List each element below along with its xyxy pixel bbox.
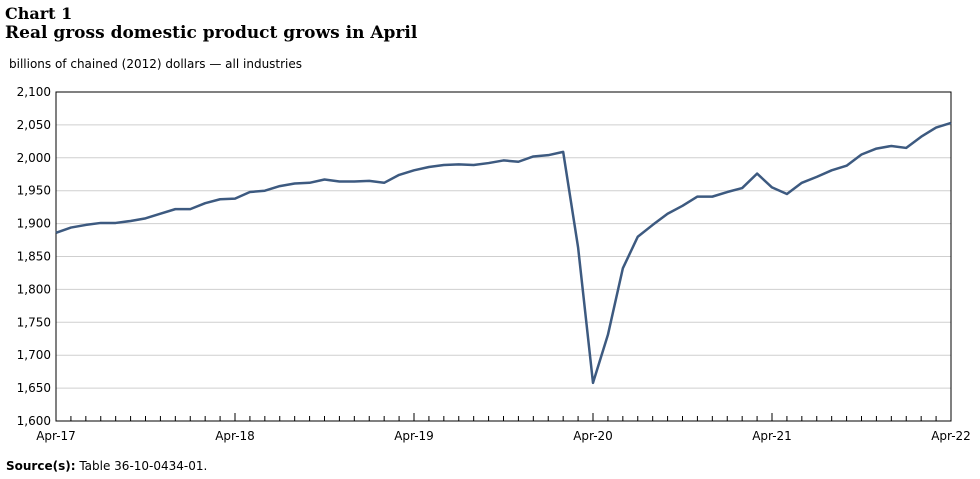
y-tick-label: 1,900 xyxy=(17,217,51,231)
y-tick-label: 1,650 xyxy=(17,381,51,395)
y-tick-label: 1,950 xyxy=(17,184,51,198)
chart-subtitle: billions of chained (2012) dollars — all… xyxy=(9,57,303,71)
gridlines xyxy=(56,124,951,389)
y-tick-label: 2,050 xyxy=(17,118,51,132)
y-axis-tick-labels: 1,600 1,650 1,700 1,750 1,800 1,850 1,900 1,950… xyxy=(17,85,51,428)
chart-label: Chart 1 xyxy=(5,4,73,23)
gdp-series-line xyxy=(55,121,952,385)
x-tick-label: Apr-21 xyxy=(752,429,792,443)
y-tick-label: 1,600 xyxy=(17,414,51,428)
source-label: Source(s): xyxy=(6,459,76,473)
x-axis-tick-labels: Apr-17 Apr-18 Apr-19 Apr-20 Apr-21 Apr-22 xyxy=(36,429,971,443)
y-tick-label: 2,100 xyxy=(17,85,51,99)
x-tick-label: Apr-22 xyxy=(931,429,971,443)
source-text: Table 36-10-0434-01. xyxy=(75,459,208,473)
x-tick-label: Apr-19 xyxy=(394,429,434,443)
y-tick-label: 1,700 xyxy=(17,348,51,362)
y-tick-label: 1,850 xyxy=(17,250,51,264)
x-tick-label: Apr-20 xyxy=(573,429,613,443)
chart-title: Real gross domestic product grows in Apr… xyxy=(5,23,418,43)
x-axis-ticks xyxy=(55,413,952,421)
x-tick-label: Apr-17 xyxy=(36,429,76,443)
y-tick-label: 1,800 xyxy=(17,282,51,296)
y-tick-label: 2,000 xyxy=(17,151,51,165)
source-note: Source(s): Table 36-10-0434-01. xyxy=(6,459,207,473)
x-tick-label: Apr-18 xyxy=(215,429,255,443)
plot-frame xyxy=(55,91,952,422)
y-tick-label: 1,750 xyxy=(17,315,51,329)
